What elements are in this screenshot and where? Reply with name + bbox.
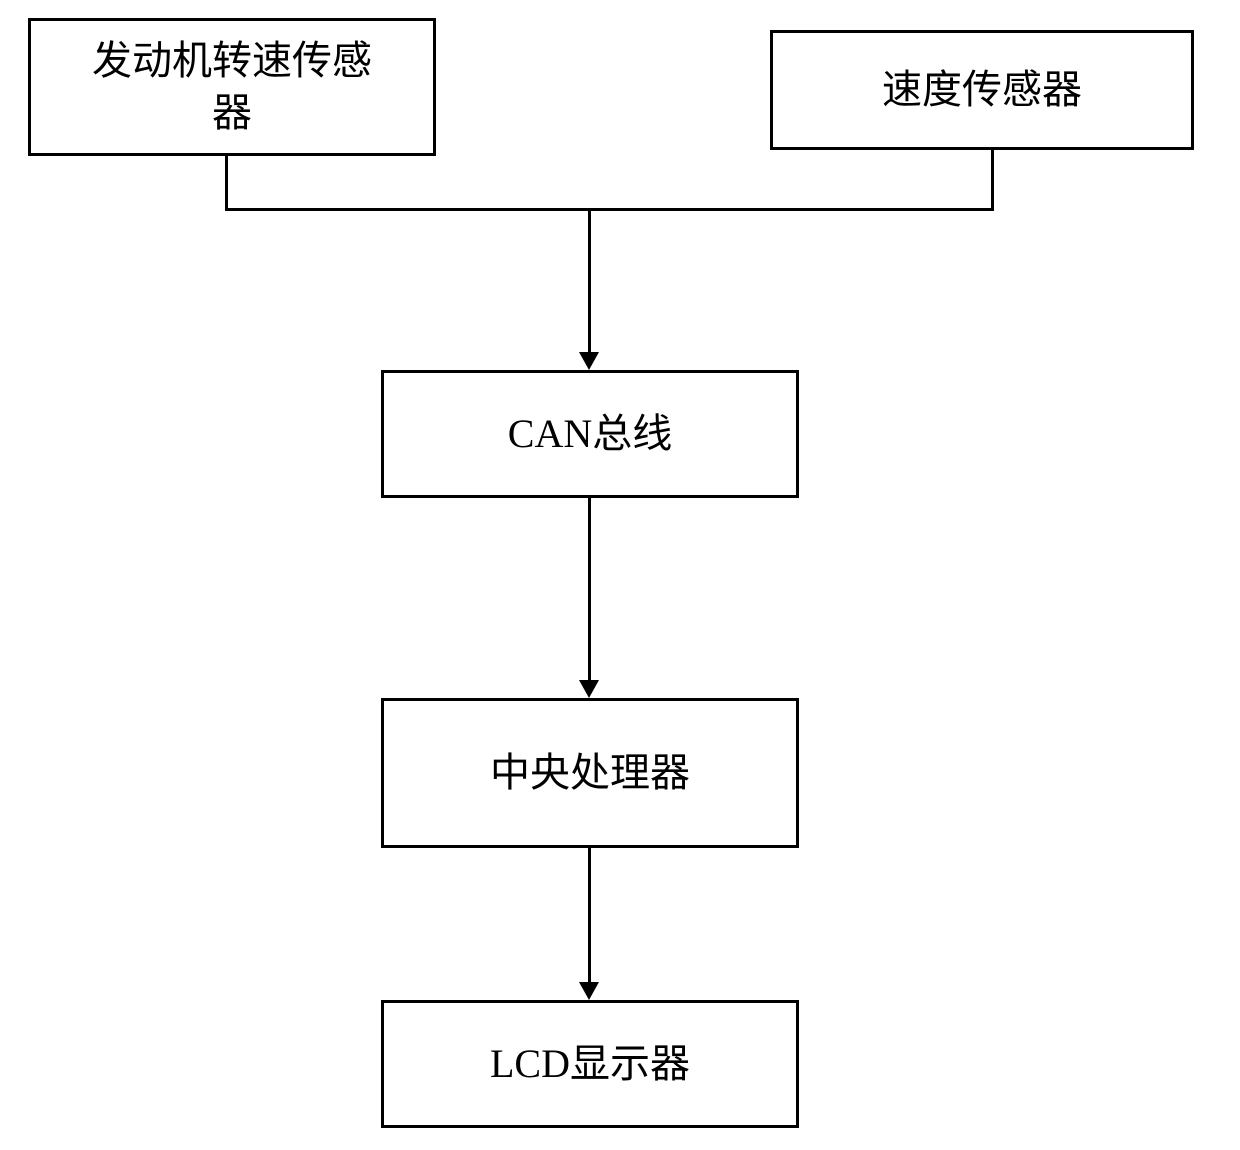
arrow-to-can [579,352,599,370]
edge-can-to-cpu [588,498,591,682]
arrow-to-lcd [579,982,599,1000]
edge-horizontal-junction [225,208,994,211]
node-lcd-label: LCD显示器 [490,1038,690,1090]
edge-cpu-to-lcd [588,848,591,984]
edge-speed-down [991,150,994,211]
node-engine-sensor: 发动机转速传感器 [28,18,436,156]
node-engine-sensor-label: 发动机转速传感器 [92,35,372,139]
edge-engine-down [225,156,228,211]
arrow-to-cpu [579,680,599,698]
node-lcd: LCD显示器 [381,1000,799,1128]
node-cpu-label: 中央处理器 [490,747,690,799]
node-speed-sensor-label: 速度传感器 [882,64,1082,116]
node-can-bus-label: CAN总线 [508,408,672,460]
node-can-bus: CAN总线 [381,370,799,498]
node-speed-sensor: 速度传感器 [770,30,1194,150]
node-cpu: 中央处理器 [381,698,799,848]
edge-junction-to-can [588,208,591,354]
